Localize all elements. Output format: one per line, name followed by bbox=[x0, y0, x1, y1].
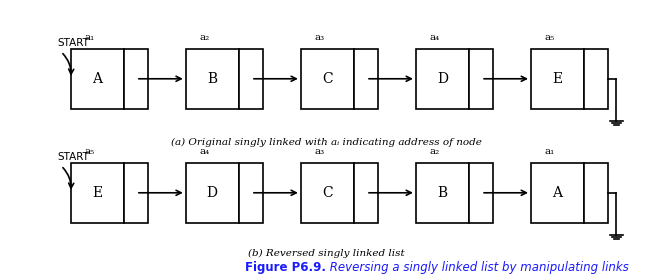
Bar bbox=[239, 49, 263, 109]
Bar bbox=[416, 163, 469, 223]
Bar bbox=[186, 49, 239, 109]
Text: C: C bbox=[322, 186, 333, 200]
Text: a₄: a₄ bbox=[199, 147, 209, 156]
Text: START: START bbox=[58, 152, 89, 162]
Text: A: A bbox=[92, 72, 102, 86]
Text: a₂: a₂ bbox=[429, 147, 439, 156]
Text: Reversing a singly linked list by manipulating links: Reversing a singly linked list by manipu… bbox=[326, 261, 629, 274]
Bar bbox=[416, 49, 469, 109]
Bar bbox=[354, 163, 378, 223]
Text: (b) Reversed singly linked list: (b) Reversed singly linked list bbox=[248, 249, 404, 258]
Text: B: B bbox=[437, 186, 447, 200]
Text: a₃: a₃ bbox=[314, 147, 325, 156]
Bar bbox=[584, 49, 608, 109]
Bar bbox=[124, 49, 148, 109]
Bar bbox=[354, 49, 378, 109]
Bar bbox=[584, 163, 608, 223]
Text: E: E bbox=[92, 186, 102, 200]
Text: a₄: a₄ bbox=[429, 33, 439, 42]
Text: B: B bbox=[207, 72, 217, 86]
Text: a₁: a₁ bbox=[84, 33, 95, 42]
Text: a₅: a₅ bbox=[544, 33, 555, 42]
Bar bbox=[301, 163, 354, 223]
Bar bbox=[469, 163, 494, 223]
Text: Figure P6.9.: Figure P6.9. bbox=[245, 261, 326, 274]
Bar bbox=[70, 163, 124, 223]
Text: D: D bbox=[437, 72, 448, 86]
Text: (a) Original singly linked with aᵢ indicating address of node: (a) Original singly linked with aᵢ indic… bbox=[171, 137, 481, 147]
Text: A: A bbox=[552, 186, 563, 200]
Text: C: C bbox=[322, 72, 333, 86]
Bar bbox=[469, 49, 494, 109]
Text: E: E bbox=[552, 72, 563, 86]
Text: a₁: a₁ bbox=[544, 147, 555, 156]
Text: a₅: a₅ bbox=[84, 147, 95, 156]
Bar bbox=[186, 163, 239, 223]
Text: START: START bbox=[58, 39, 89, 48]
Bar bbox=[301, 49, 354, 109]
Text: D: D bbox=[207, 186, 218, 200]
Bar bbox=[239, 163, 263, 223]
Bar bbox=[124, 163, 148, 223]
Text: a₂: a₂ bbox=[199, 33, 209, 42]
Bar bbox=[531, 163, 584, 223]
Text: a₃: a₃ bbox=[314, 33, 325, 42]
Bar bbox=[531, 49, 584, 109]
Bar bbox=[70, 49, 124, 109]
